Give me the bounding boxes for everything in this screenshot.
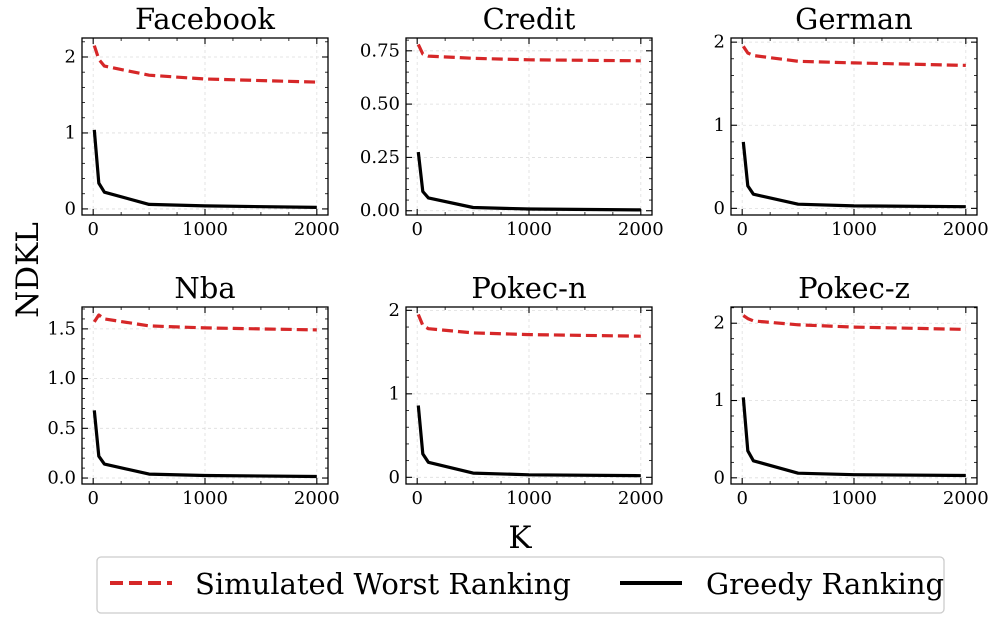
x-tick-label: 1000 bbox=[182, 219, 228, 240]
y-tick-label: 2 bbox=[714, 32, 725, 53]
y-axis-label: NDKL bbox=[10, 222, 46, 318]
subplot-facebook: 0 1000 2000 0 1 2 Facebook bbox=[65, 2, 340, 240]
x-tick-label: 2000 bbox=[618, 488, 664, 509]
y-tick-label: 1 bbox=[389, 383, 400, 404]
x-tick-label: 0 bbox=[411, 488, 422, 509]
y-tick-label: 1.0 bbox=[47, 368, 76, 389]
series-line-greedy-ranking bbox=[741, 141, 966, 209]
x-tick-label: 1000 bbox=[506, 219, 552, 240]
y-tick-label: 0.50 bbox=[360, 94, 400, 115]
legend-frame bbox=[96, 556, 945, 614]
x-tick-label: 0 bbox=[736, 219, 747, 240]
y-tick-label: 0.5 bbox=[47, 418, 76, 439]
subplot-pokec-n: 0 1000 2000 0 1 2 Pokec-n bbox=[389, 271, 664, 509]
y-tick-label: 1.5 bbox=[47, 318, 76, 339]
y-tick-label: 1 bbox=[714, 115, 725, 136]
subplot-nba: 0 1000 2000 0.0 0.5 1.0 1.5 Nba bbox=[47, 271, 339, 509]
y-tick-label: 0 bbox=[714, 467, 725, 488]
y-tick-label: 0.75 bbox=[360, 40, 400, 61]
x-tick-label: 0 bbox=[87, 488, 98, 509]
x-tick-label: 1000 bbox=[831, 219, 877, 240]
subplot-title-nba: Nba bbox=[174, 271, 235, 305]
x-tick-label: 0 bbox=[411, 219, 422, 240]
x-tick-label: 2000 bbox=[618, 219, 664, 240]
y-tick-label: 0.0 bbox=[47, 468, 76, 489]
series-line-simulated-worst-ranking bbox=[741, 45, 966, 67]
y-tick-label: 0.25 bbox=[360, 147, 400, 168]
x-tick-label: 0 bbox=[736, 488, 747, 509]
subplot-title-pokec-n: Pokec-n bbox=[471, 271, 586, 305]
subplot-title-german: German bbox=[795, 2, 913, 36]
x-tick-label: 0 bbox=[87, 219, 98, 240]
series-line-greedy-ranking bbox=[416, 405, 641, 478]
series-line-simulated-worst-ranking bbox=[742, 314, 966, 331]
subplot-pokec-z: 0 1000 2000 0 1 2 Pokec-z bbox=[714, 271, 989, 509]
y-tick-label: 1 bbox=[65, 122, 76, 143]
legend: Simulated Worst Ranking Greedy Ranking bbox=[96, 556, 945, 614]
x-tick-label: 2000 bbox=[943, 488, 989, 509]
subplot-title-pokec-z: Pokec-z bbox=[798, 271, 910, 305]
x-axis-label: K bbox=[508, 520, 532, 556]
x-tick-label: 1000 bbox=[506, 488, 552, 509]
x-tick-label: 2000 bbox=[294, 488, 340, 509]
x-tick-label: 2000 bbox=[294, 219, 340, 240]
y-tick-label: 2 bbox=[714, 313, 725, 334]
y-tick-label: 2 bbox=[389, 300, 400, 321]
y-tick-label: 0.00 bbox=[360, 200, 400, 221]
legend-label-simulated-worst: Simulated Worst Ranking bbox=[195, 567, 571, 601]
y-tick-label: 0 bbox=[65, 198, 76, 219]
series-line-simulated-worst-ranking bbox=[416, 313, 641, 338]
subplot-credit: 0 1000 2000 0.00 0.25 0.50 0.75 Credit bbox=[360, 2, 664, 240]
series-line-greedy-ranking bbox=[741, 397, 966, 478]
series-line-greedy-ranking bbox=[92, 129, 317, 209]
subplot-title-credit: Credit bbox=[483, 2, 576, 36]
series-line-simulated-worst-ranking bbox=[92, 45, 317, 84]
x-tick-label: 1000 bbox=[831, 488, 877, 509]
y-tick-label: 2 bbox=[65, 46, 76, 67]
subplot-german: 0 1000 2000 0 1 2 German bbox=[714, 2, 989, 240]
y-tick-label: 0 bbox=[714, 198, 725, 219]
y-tick-label: 0 bbox=[389, 467, 400, 488]
x-tick-label: 2000 bbox=[943, 219, 989, 240]
y-tick-label: 1 bbox=[714, 390, 725, 411]
subplot-title-facebook: Facebook bbox=[135, 2, 275, 36]
series-line-greedy-ranking bbox=[92, 410, 317, 479]
series-line-greedy-ranking bbox=[416, 151, 641, 212]
series-line-simulated-worst-ranking bbox=[416, 43, 641, 63]
series-line-simulated-worst-ranking bbox=[92, 313, 317, 332]
legend-label-greedy: Greedy Ranking bbox=[706, 567, 944, 601]
x-tick-label: 1000 bbox=[182, 488, 228, 509]
